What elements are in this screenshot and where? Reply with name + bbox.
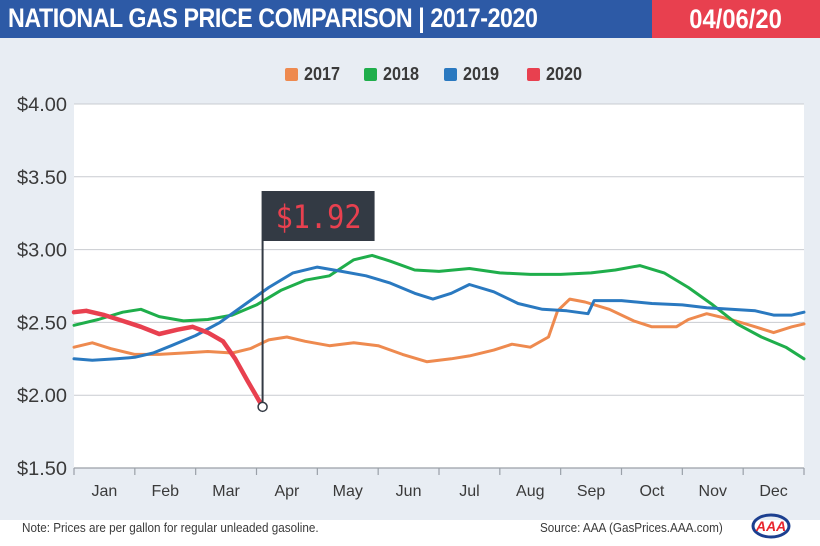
x-tick-label: Jan bbox=[92, 483, 118, 500]
x-tick-label: Jul bbox=[459, 483, 479, 500]
source-credit: Source: AAA (GasPrices.AAA.com) bbox=[540, 520, 723, 535]
header-bar: NATIONAL GAS PRICE COMPARISON | 2017-202… bbox=[0, 0, 820, 38]
series-line-2019 bbox=[72, 265, 806, 362]
x-tick-label: Sep bbox=[577, 483, 606, 500]
x-tick-label: Oct bbox=[639, 483, 664, 500]
x-tick-label: May bbox=[333, 483, 363, 500]
footnote: Note: Prices are per gallon for regular … bbox=[22, 520, 319, 535]
x-tick-label: Feb bbox=[151, 483, 179, 500]
callout-marker bbox=[257, 401, 268, 413]
legend: 2017 2018 2019 2020 bbox=[0, 62, 820, 86]
aaa-logo-icon: AAA bbox=[751, 513, 791, 539]
series-line-2020 bbox=[71, 308, 265, 410]
x-tick-label: Mar bbox=[212, 483, 240, 500]
date-text: 04/06/20 bbox=[689, 4, 783, 34]
legend-label-2019: 2019 bbox=[463, 63, 500, 84]
plot-area bbox=[74, 104, 804, 468]
callout-box bbox=[262, 191, 375, 241]
x-tick-label: Aug bbox=[516, 483, 544, 500]
y-tick-label: $1.50 bbox=[17, 459, 67, 480]
legend-label-2018: 2018 bbox=[383, 63, 420, 84]
legend-item-2017: 2017 bbox=[285, 62, 344, 86]
legend-swatch-2019 bbox=[444, 67, 457, 81]
legend-item-2020: 2020 bbox=[527, 62, 586, 86]
svg-text:AAA: AAA bbox=[755, 518, 786, 534]
y-tick-label: $2.50 bbox=[17, 313, 67, 334]
callout-label: $1.92 bbox=[276, 198, 362, 236]
x-tick-label: Jun bbox=[396, 483, 422, 500]
x-tick-label: Apr bbox=[274, 483, 300, 500]
x-tick-label: Dec bbox=[759, 483, 787, 500]
date-badge: 04/06/20 bbox=[652, 0, 820, 38]
y-tick-label: $4.00 bbox=[17, 95, 67, 116]
chart-title: NATIONAL GAS PRICE COMPARISON | 2017-202… bbox=[8, 3, 538, 33]
legend-swatch-2018 bbox=[364, 67, 377, 81]
y-tick-label: $3.00 bbox=[17, 241, 67, 262]
y-tick-label: $3.50 bbox=[17, 168, 67, 189]
legend-item-2018: 2018 bbox=[364, 62, 423, 86]
legend-swatch-2020 bbox=[527, 67, 540, 81]
x-tick-label: Nov bbox=[699, 483, 727, 500]
y-tick-label: $2.00 bbox=[17, 386, 67, 407]
series-line-2017 bbox=[72, 297, 806, 364]
legend-swatch-2017 bbox=[285, 67, 298, 81]
legend-item-2019: 2019 bbox=[444, 62, 503, 86]
legend-label-2017: 2017 bbox=[304, 63, 341, 84]
footer: Note: Prices are per gallon for regular … bbox=[0, 508, 820, 546]
legend-label-2020: 2020 bbox=[546, 63, 583, 84]
series-line-2018 bbox=[72, 253, 806, 361]
